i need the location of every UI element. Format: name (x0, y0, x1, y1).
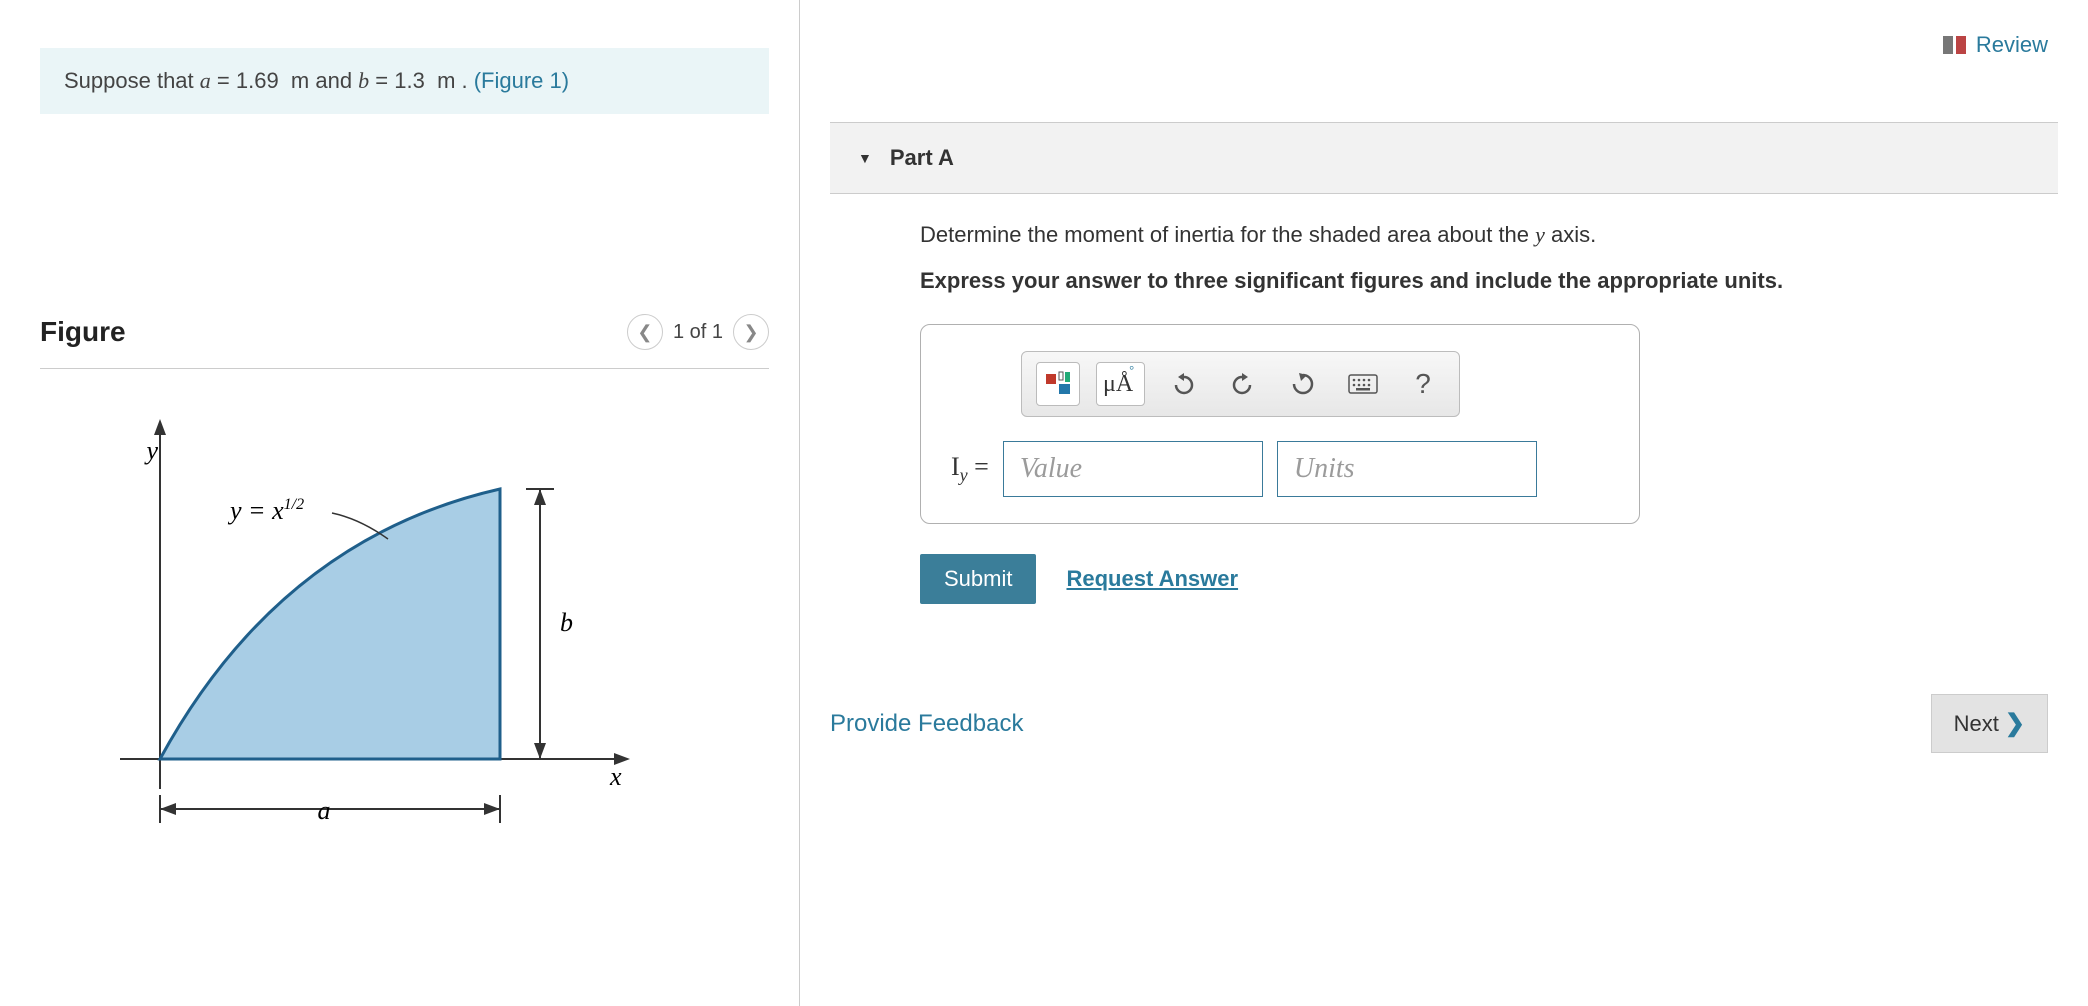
question-text: Determine the moment of inertia for the … (920, 222, 1930, 248)
keyboard-button[interactable] (1341, 362, 1385, 406)
var-a: a (200, 68, 211, 93)
problem-b-eq: = 1.3 m . (375, 68, 473, 93)
answer-toolbar: μÅ ° (1021, 351, 1460, 417)
collapse-caret-icon: ▼ (858, 150, 872, 166)
units-button[interactable]: μÅ ° (1096, 362, 1145, 406)
figure-header: Figure ❮ 1 of 1 ❯ (40, 314, 769, 369)
figure-next-button[interactable]: ❯ (733, 314, 769, 350)
left-panel: Suppose that a = 1.69 m and b = 1.3 m . … (0, 0, 800, 1006)
figure-pager: ❮ 1 of 1 ❯ (627, 314, 769, 350)
submit-row: Submit Request Answer (920, 554, 1930, 604)
footer-row: Provide Feedback Next ❯ (830, 694, 2058, 753)
problem-statement: Suppose that a = 1.69 m and b = 1.3 m . … (40, 48, 769, 114)
figure-heading: Figure (40, 316, 126, 348)
part-a-header[interactable]: ▼ Part A (830, 122, 2058, 194)
question-after: axis. (1545, 222, 1596, 247)
question-before: Determine the moment of inertia for the … (920, 222, 1535, 247)
b-dimension-label: b (560, 608, 573, 637)
x-axis-label: x (609, 762, 622, 791)
figure-page-indicator: 1 of 1 (673, 321, 723, 344)
part-title: Part A (890, 145, 954, 171)
var-b: b (358, 68, 369, 93)
reset-button[interactable] (1281, 362, 1325, 406)
answer-input-row: Iy = (951, 441, 1609, 497)
redo-button[interactable] (1221, 362, 1265, 406)
next-button[interactable]: Next ❯ (1931, 694, 2048, 753)
answer-box: μÅ ° (920, 324, 1640, 524)
figure-link[interactable]: (Figure 1) (474, 68, 569, 93)
question-body: Determine the moment of inertia for the … (830, 194, 1930, 604)
y-axis-label: y (143, 436, 158, 465)
answer-equals: = (968, 452, 989, 481)
redo-icon (1230, 371, 1256, 397)
problem-a-eq: = 1.69 m and (217, 68, 358, 93)
a-dimension-label: a (318, 796, 331, 825)
answer-symbol-sub: y (960, 465, 968, 485)
templates-icon (1044, 370, 1072, 398)
answer-symbol-main: I (951, 452, 960, 481)
problem-text-prefix: Suppose that (64, 68, 200, 93)
provide-feedback-link[interactable]: Provide Feedback (830, 710, 1023, 738)
reset-icon (1290, 371, 1316, 397)
templates-button[interactable] (1036, 362, 1080, 406)
next-label: Next (1954, 711, 1999, 737)
value-input[interactable] (1003, 441, 1263, 497)
request-answer-link[interactable]: Request Answer (1066, 566, 1238, 592)
figure-image: y x y = x1/2 b (40, 409, 769, 855)
submit-button[interactable]: Submit (920, 554, 1036, 604)
figure-prev-button[interactable]: ❮ (627, 314, 663, 350)
keyboard-icon (1348, 374, 1378, 394)
right-panel: Review ▼ Part A Determine the moment of … (800, 0, 2088, 1006)
curve-label: y = x1/2 (227, 496, 304, 525)
question-instruction: Express your answer to three significant… (920, 268, 1930, 294)
undo-button[interactable] (1161, 362, 1205, 406)
review-label: Review (1976, 32, 2048, 58)
review-link[interactable]: Review (1943, 32, 2048, 58)
undo-icon (1170, 371, 1196, 397)
answer-symbol: Iy = (951, 452, 989, 486)
help-button[interactable]: ? (1401, 362, 1445, 406)
review-row: Review (830, 0, 2058, 60)
chevron-right-icon: ❯ (2005, 709, 2025, 738)
units-input[interactable] (1277, 441, 1537, 497)
book-icon (1943, 36, 1966, 54)
question-var: y (1535, 222, 1545, 247)
